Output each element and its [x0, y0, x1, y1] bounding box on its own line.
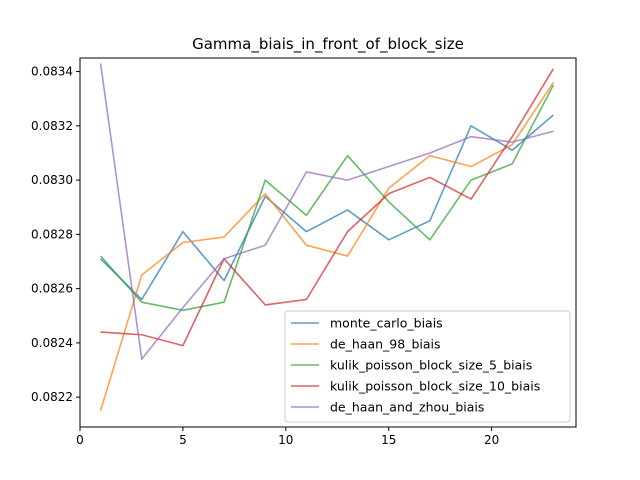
legend-box [284, 310, 571, 423]
series-layer [99, 63, 555, 411]
x-tick-label: 10 [278, 433, 293, 447]
legend-label: monte_carlo_biais [330, 316, 443, 331]
series-line-monte_carlo_biais [100, 114, 554, 301]
y-tick-label: 0.0822 [31, 390, 73, 404]
y-tick-label: 0.0832 [31, 119, 73, 133]
x-axis: 0 5 10 15 20 [76, 427, 499, 447]
y-tick-label: 0.0826 [31, 282, 73, 296]
series-line-kulik_poisson_block_size_10_biais [100, 68, 555, 347]
legend-label: de_haan_98_biais [330, 337, 441, 352]
series-line-kulik_poisson_block_size_5_biais [99, 84, 555, 312]
plot-area [79, 57, 577, 428]
y-tick-label: 0.0834 [31, 65, 73, 79]
legend: monte_carlo_biais de_haan_98_biais kulik_p… [284, 310, 571, 423]
x-tick-label: 20 [484, 433, 499, 447]
legend-label: kulik_poisson_block_size_5_biais [330, 358, 532, 373]
x-tick-label: 15 [381, 433, 396, 447]
legend-label: kulik_poisson_block_size_10_biais [330, 379, 540, 394]
y-axis: 0.0822 0.0824 0.0826 0.0828 0.0830 0.0832 0.08… [31, 65, 80, 404]
series-line-de_haan_and_zhou_biais [99, 63, 554, 360]
legend-label: de_haan_and_zhou_biais [330, 400, 484, 415]
y-tick-label: 0.0828 [31, 227, 73, 241]
y-tick-label: 0.0830 [31, 173, 73, 187]
chart-title: Gamma_biais_in_front_of_block_size [192, 35, 464, 54]
x-tick-label: 5 [179, 433, 187, 447]
series-line-de_haan_98_biais [99, 81, 555, 411]
x-tick-label: 0 [76, 433, 84, 447]
y-tick-label: 0.0824 [31, 336, 73, 350]
